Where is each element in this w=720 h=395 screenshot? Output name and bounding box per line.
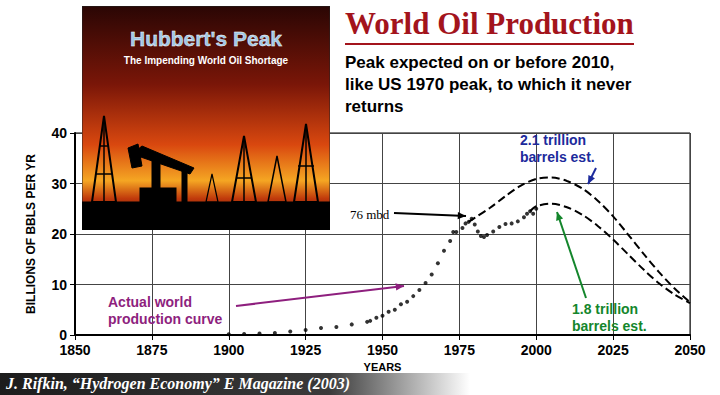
svg-text:76 mbd: 76 mbd bbox=[350, 207, 390, 222]
html-text:World Oil Production: World Oil Production bbox=[345, 6, 634, 41]
svg-text:10: 10 bbox=[51, 277, 67, 293]
svg-text:1925: 1925 bbox=[290, 342, 321, 358]
svg-text:0: 0 bbox=[59, 327, 67, 343]
svg-text:2025: 2025 bbox=[598, 342, 629, 358]
svg-text:barrels est.: barrels est. bbox=[572, 318, 647, 334]
svg-text:production curve: production curve bbox=[108, 311, 223, 327]
svg-text:1875: 1875 bbox=[136, 342, 167, 358]
html-text:J. Rifkin, “Hydrogen Economy”: J. Rifkin, “Hydrogen Economy” E Magazine… bbox=[6, 375, 350, 392]
svg-text:Hubbert's Peak: Hubbert's Peak bbox=[130, 27, 282, 50]
svg-text:Actual world: Actual world bbox=[108, 294, 196, 310]
svg-text:2050: 2050 bbox=[674, 342, 705, 358]
svg-text:1.8 trillion: 1.8 trillion bbox=[572, 301, 642, 317]
svg-text:1975: 1975 bbox=[444, 342, 475, 358]
svg-text:20: 20 bbox=[51, 226, 67, 242]
html-text:Peak expected on or before 201: Peak expected on or before 2010, like US… bbox=[345, 53, 632, 116]
svg-text:30: 30 bbox=[51, 176, 67, 192]
svg-text:The Impending World Oil Shorta: The Impending World Oil Shortage bbox=[124, 55, 289, 66]
svg-text:barrels est.: barrels est. bbox=[520, 149, 595, 165]
svg-text:40: 40 bbox=[51, 125, 67, 141]
svg-text:1850: 1850 bbox=[59, 342, 90, 358]
svg-text:2.1 trillion: 2.1 trillion bbox=[520, 132, 590, 148]
svg-text:1900: 1900 bbox=[213, 342, 244, 358]
svg-text:2000: 2000 bbox=[521, 342, 552, 358]
svg-text:1950: 1950 bbox=[367, 342, 398, 358]
svg-text:BILLIONS OF BBLS PER YR: BILLIONS OF BBLS PER YR bbox=[24, 154, 38, 314]
svg-text:YEARS: YEARS bbox=[364, 361, 402, 373]
